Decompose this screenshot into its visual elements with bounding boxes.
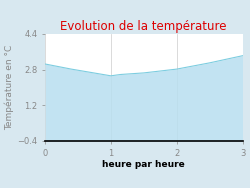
X-axis label: heure par heure: heure par heure — [102, 160, 185, 169]
Y-axis label: Température en °C: Température en °C — [5, 45, 15, 130]
Title: Evolution de la température: Evolution de la température — [60, 20, 227, 33]
